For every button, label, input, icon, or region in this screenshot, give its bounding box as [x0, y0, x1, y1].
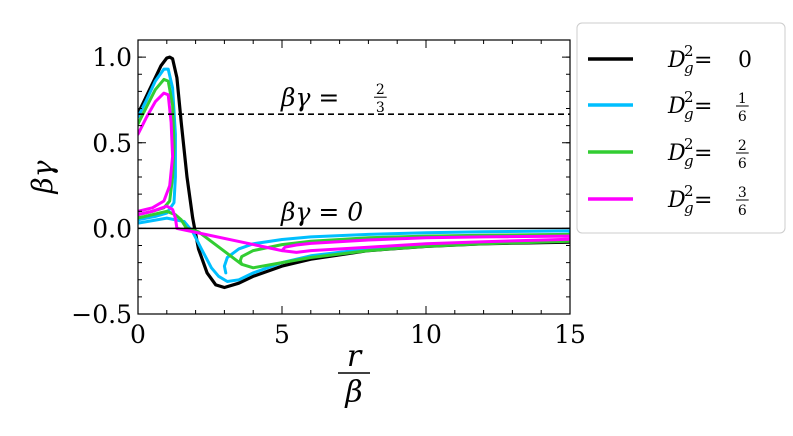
legend-frac-2: 26 — [736, 138, 749, 172]
axis-labels: βγ rβ — [26, 160, 370, 410]
legend-eq-2: = — [694, 141, 712, 166]
x-tick-label-1: 5 — [274, 320, 290, 349]
legend-frac-1-num: 1 — [738, 91, 747, 107]
legend-frac-3-num: 3 — [738, 185, 747, 201]
legend-frac-3: 36 — [736, 185, 749, 219]
legend-eq-1: = — [694, 94, 712, 119]
series-layer — [138, 55, 570, 290]
x-tick-label-3: 15 — [554, 320, 586, 349]
legend-frac-3-den: 6 — [738, 203, 747, 219]
legend-sub-0: g — [684, 59, 694, 77]
legend-D-0: D — [667, 48, 686, 73]
legend-sup-3: 2 — [684, 182, 694, 200]
annotation-zero: βγ = 0 — [280, 197, 363, 226]
series-line-3 — [138, 91, 570, 254]
legend-entry-0: D2g = 0 — [588, 42, 752, 77]
annotation-two-thirds-frac-den: 3 — [376, 100, 385, 116]
legend-sub-2: g — [684, 152, 694, 170]
y-tick-label-0: −0.5 — [71, 300, 132, 329]
annotation-two-thirds-frac-num: 2 — [376, 82, 385, 98]
legend-entry-2: D2g = 26 — [588, 135, 749, 172]
legend-entry-3: D2g = 36 — [588, 182, 749, 219]
reference-lines — [138, 113, 570, 230]
x-tick-label-0: 0 — [130, 320, 146, 349]
y-tick-label-1: 0.0 — [92, 214, 132, 243]
axis-ticks: 0 5 10 15 −0.5 0.0 0.5 1.0 — [71, 39, 586, 349]
legend-frac-2-num: 2 — [738, 138, 747, 154]
x-axis-label-numerator: r — [347, 339, 363, 374]
legend-sup-1: 2 — [684, 88, 694, 106]
legend-frac-1: 16 — [736, 91, 749, 125]
plot-frame — [137, 39, 571, 315]
legend-box — [576, 22, 786, 234]
legend-entry-1: D2g = 16 — [588, 88, 749, 125]
annotation-two-thirds-frac: 23 — [374, 82, 387, 116]
legend-D-2: D — [667, 141, 686, 166]
legend-frac-1-den: 6 — [738, 109, 747, 125]
legend-sup-2: 2 — [684, 135, 694, 153]
legend-sup-0: 2 — [684, 42, 694, 60]
x-axis-label-denominator: β — [344, 375, 362, 410]
legend-sub-3: g — [684, 199, 694, 217]
legend-D-1: D — [667, 94, 686, 119]
y-tick-label-2: 0.5 — [92, 129, 132, 158]
y-tick-label-3: 1.0 — [92, 43, 132, 72]
legend-eq-3: = — [694, 188, 712, 213]
legend-D-3: D — [667, 188, 686, 213]
legend-frac-2-den: 6 — [738, 156, 747, 172]
legend-eq-0: = — [694, 48, 712, 73]
legend-value-0: 0 — [738, 48, 752, 73]
x-tick-label-2: 10 — [410, 320, 442, 349]
legend-sub-1: g — [684, 105, 694, 123]
series-line-1 — [138, 67, 570, 283]
annotation-two-thirds: βγ = — [280, 83, 339, 112]
y-axis-label: βγ — [26, 160, 59, 194]
